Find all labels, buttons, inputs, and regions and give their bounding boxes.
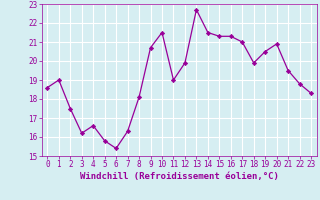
X-axis label: Windchill (Refroidissement éolien,°C): Windchill (Refroidissement éolien,°C) <box>80 172 279 181</box>
